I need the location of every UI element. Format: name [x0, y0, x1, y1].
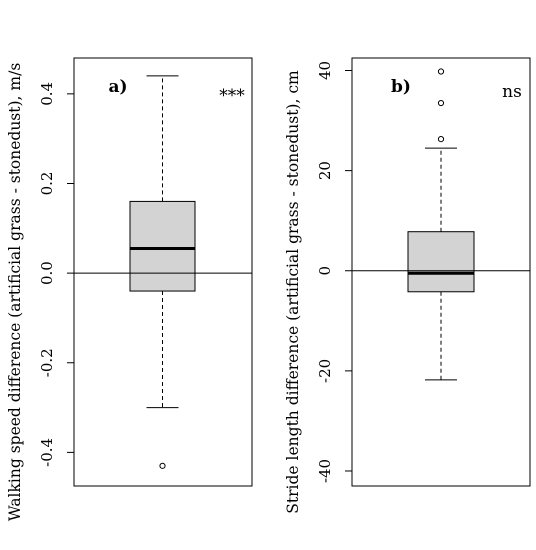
outlier-point	[437, 68, 445, 75]
outlier-point	[437, 135, 445, 143]
panel-label: a)	[108, 77, 127, 97]
y-tick-label: -0.2	[38, 348, 56, 377]
significance-label: ***	[219, 86, 245, 106]
y-axis-label: Walking speed difference (artificial gra…	[6, 63, 24, 522]
y-tick-label: -40	[316, 459, 334, 483]
y-tick-label: 0.4	[38, 82, 56, 106]
y-tick-label: 0	[316, 266, 334, 276]
iqr-box	[129, 200, 196, 292]
panel-a: Walking speed difference (artificial gra…	[6, 57, 253, 522]
y-tick-label: 20	[316, 161, 334, 180]
y-tick-label: -20	[316, 359, 334, 383]
panel-label: b)	[391, 77, 411, 97]
y-tick-label: 40	[316, 61, 334, 80]
y-axis-label: Stride length difference (artificial gra…	[284, 70, 302, 514]
plot-frame	[73, 57, 253, 487]
significance-label: ns	[502, 82, 522, 102]
panel-b: Stride length difference (artificial gra…	[284, 57, 531, 514]
y-tick-label: 0.2	[38, 172, 56, 196]
outlier-point	[159, 462, 166, 469]
y-tick-label: -0.4	[38, 438, 56, 467]
plot-frame	[351, 57, 531, 487]
iqr-box	[407, 231, 475, 293]
y-tick-label: 0.0	[38, 261, 56, 285]
outlier-point	[437, 99, 445, 107]
